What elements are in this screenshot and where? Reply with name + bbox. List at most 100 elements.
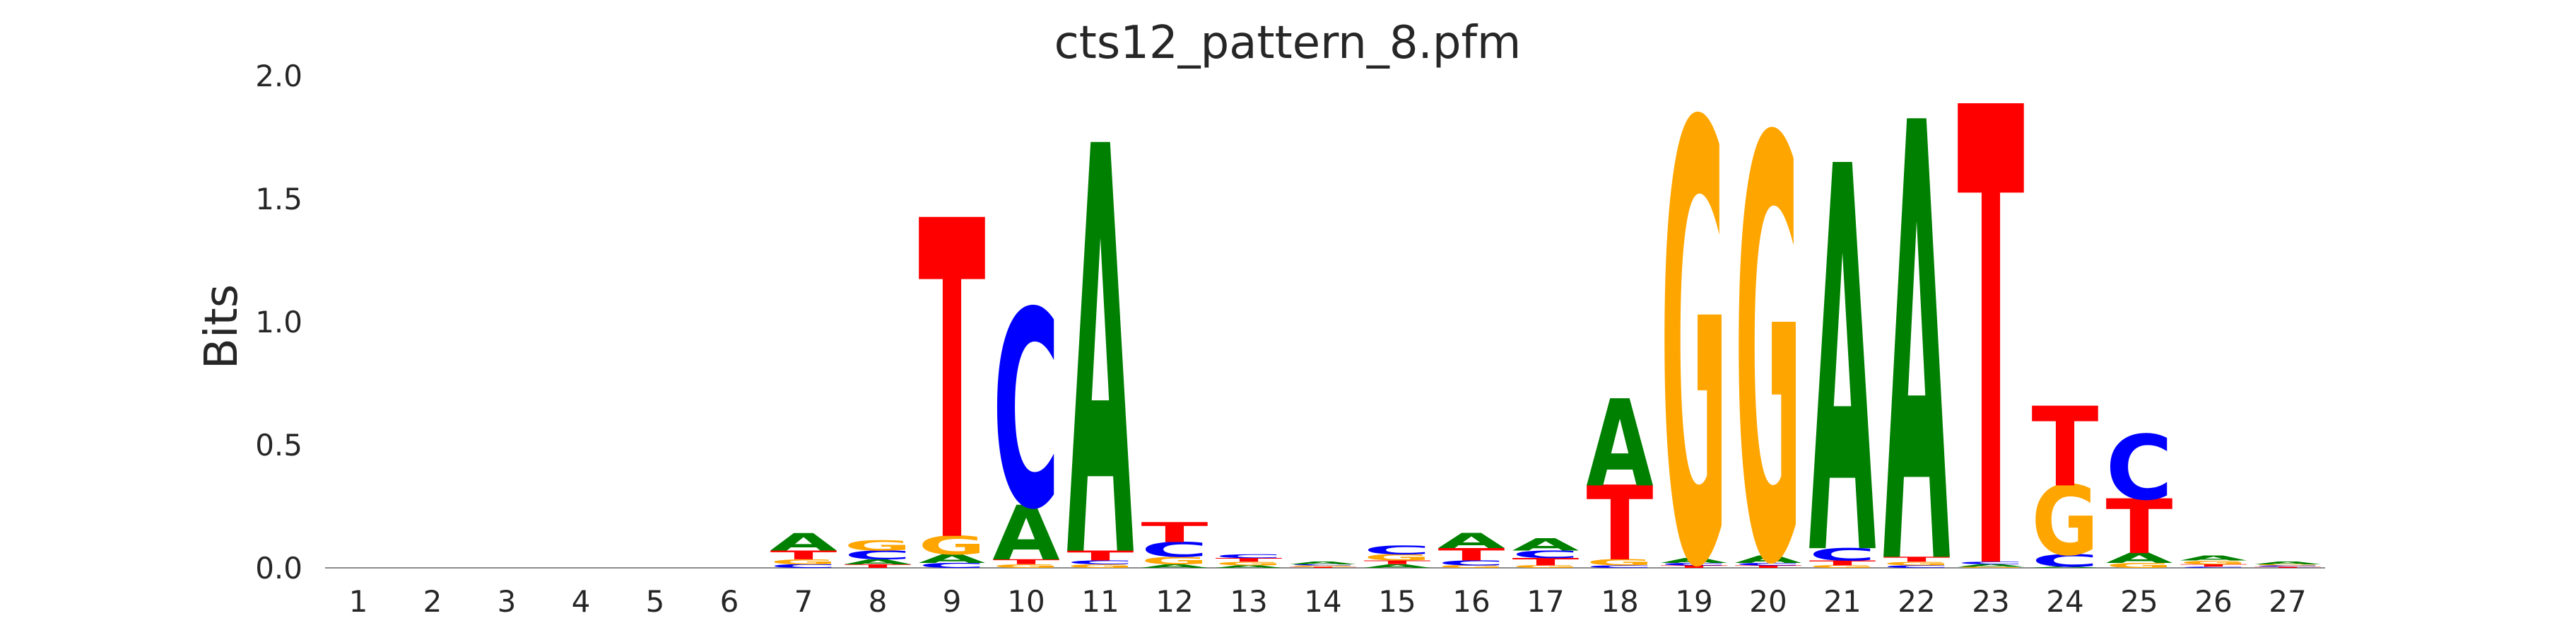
logo-letter-g: G [1958,566,2025,569]
x-tick-label: 11 [1081,584,1119,619]
logo-letter-t: T [1216,557,1283,563]
logo-letter-g: G [845,538,912,554]
logo-letter-a: A [2106,550,2173,566]
logo-letter-g: G [1587,558,1654,568]
x-tick-label: 19 [1675,584,1712,619]
logo-letter-g: G [2180,559,2247,565]
logo-letter-t: T [1364,559,1431,565]
logo-letter-a: A [1735,554,1803,566]
logo-letter-g: G [2106,562,2173,569]
logo-letter-c: C [2180,566,2247,569]
x-tick-label: 7 [794,584,813,619]
logo-letter-g: G [1216,561,1283,566]
y-tick-label: 0.5 [255,428,302,462]
logo-letter-c: C [1512,549,1580,561]
logo-letter-c: C [1809,545,1876,564]
x-tick-label: 27 [2269,584,2306,619]
logo-letter-t: T [1661,565,1728,569]
logo-letter-c: C [1363,543,1430,557]
logo-letter-a: A [1512,535,1580,554]
x-tick-label: 22 [1898,584,1935,619]
logo-letter-g: G [919,530,986,560]
logo-letter-g: G [1512,565,1580,569]
x-tick-label: 14 [1304,584,1341,619]
logo-letter-a: A [919,552,986,566]
logo-letter-t: T [845,563,912,569]
x-tick-label: 15 [1378,584,1416,619]
logo-letter-a: A [1290,561,1357,565]
logo-letter-g: G [993,563,1060,569]
logo-letter-g: G [1290,565,1357,567]
x-tick-label: 26 [2194,584,2232,619]
logo-letter-c: C [1216,553,1283,559]
logo-letter-g: G [1141,554,1208,566]
x-tick-label: 20 [1749,584,1787,619]
logo-letter-a: A [845,558,912,566]
logo-letter-a: A [1958,564,2025,568]
logo-letter-g: G [2032,465,2099,577]
logo-letter-t: T [1438,545,1505,564]
logo-letter-g: G [1661,1,1728,636]
logo-letter-c: C [1883,565,1951,569]
x-tick-label: 3 [498,584,517,619]
x-tick-label: 18 [1601,584,1638,619]
logo-letter-c: C [993,255,1060,570]
logo-letter-t: T [2106,484,2173,571]
logo-letter-g: G [1735,20,1802,636]
logo-letter-t: T [1290,566,1357,569]
logo-letter-t: T [919,130,987,636]
logo-letter-a: A [1067,31,1135,636]
x-tick-label: 23 [1972,584,2009,619]
logo-letter-c: C [2254,565,2321,567]
x-tick-label: 10 [1007,584,1045,619]
logo-letter-t: T [1067,548,1134,564]
logo-letter-a: A [1141,563,1208,569]
y-axis-ticks: 0.0 0.5 1.0 1.5 2.0 [255,59,302,586]
logo-letter-t: T [770,548,837,562]
x-tick-label: 9 [943,584,962,619]
logo-letter-g: G [1364,553,1431,563]
x-tick-label: 5 [646,584,665,619]
y-tick-label: 1.5 [255,182,302,216]
logo-letter-c: C [1958,561,2025,565]
logo-letter-t: T [1735,565,1802,569]
y-tick-label: 1.0 [255,305,302,339]
logo-letter-a: A [1587,375,1654,514]
x-tick-label: 6 [720,584,739,619]
x-tick-label: 16 [1452,584,1490,619]
logo-letter-t: T [2032,383,2099,511]
logo-letter-g: G [1438,565,1505,569]
x-tick-label: 25 [2120,584,2158,619]
logo-letter-a: A [2254,561,2322,565]
logo-letter-a: A [2180,554,2247,562]
logo-letter-a: A [1661,557,1728,564]
logo-letter-t: T [1587,464,1654,583]
logo-letter-c: C [1438,559,1505,567]
logo-letter-g: G [1883,561,1951,566]
logo-letter-c: C [844,548,911,562]
logo-letter-t: T [1958,0,2025,636]
x-tick-label: 4 [572,584,591,619]
logo-letter-t: T [2180,564,2247,568]
logo-letter-t: T [1512,556,1580,568]
logo-letter-c: C [2032,551,2099,571]
x-tick-label: 13 [1230,584,1267,619]
logo-letter-a: A [1216,565,1283,569]
logo-letter-t: T [1141,517,1208,549]
logo-letter-c: C [1289,564,1356,566]
logo-letter-c: C [1735,562,1802,566]
x-tick-label: 17 [1527,584,1564,619]
logo-letter-t: T [1883,555,1951,563]
logo-letter-t: T [2254,566,2322,569]
logo-letter-t: T [993,558,1060,566]
logo-letter-a: A [1438,529,1505,553]
logo-letter-c: C [1141,538,1208,562]
logo-letter-c: C [1587,565,1654,569]
logo-letter-a: A [1883,0,1951,636]
logo-letter-a: A [2032,566,2099,569]
x-tick-label: 12 [1155,584,1193,619]
logo-letter-a: A [1364,563,1431,569]
